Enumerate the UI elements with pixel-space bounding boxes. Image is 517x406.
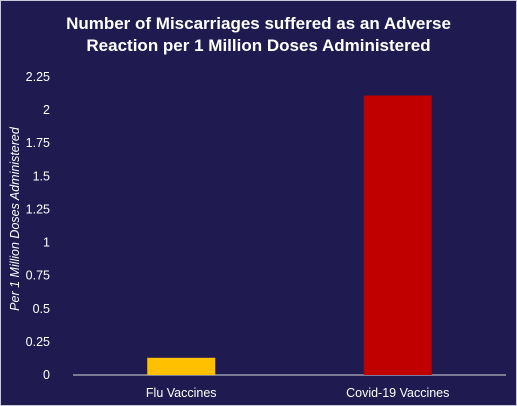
y-tick-label: 1.5 (33, 169, 50, 183)
y-tick-label: 0.75 (26, 269, 50, 283)
chart-title-line-2: Reaction per 1 Million Doses Administere… (86, 36, 431, 55)
y-tick-label: 1.25 (26, 202, 50, 216)
bar-covid-19-vaccines (363, 95, 432, 375)
y-tick-label: 2.25 (26, 70, 50, 84)
y-tick-label: 2 (43, 103, 50, 117)
y-tick-label: 1 (43, 236, 50, 250)
chart-title-line-1: Number of Miscarriages suffered as an Ad… (66, 14, 451, 33)
y-tick-label: 0.25 (26, 335, 50, 349)
y-tick-label: 0.5 (33, 302, 50, 316)
y-tick-label: 0 (43, 368, 50, 382)
chart-title: Number of Miscarriages suffered as an Ad… (1, 13, 516, 57)
bar-flu-vaccines (147, 357, 216, 375)
x-tick-label: Covid-19 Vaccines (346, 386, 449, 400)
x-tick-label: Flu Vaccines (146, 386, 217, 400)
y-tick-label: 1.75 (26, 136, 50, 150)
